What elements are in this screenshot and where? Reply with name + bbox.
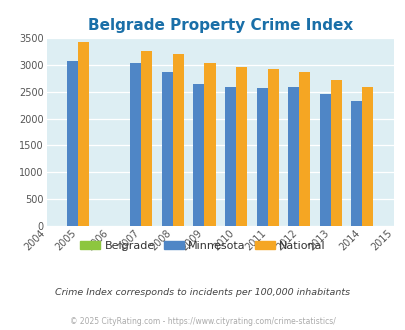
Bar xyxy=(361,87,372,226)
Text: Crime Index corresponds to incidents per 100,000 inhabitants: Crime Index corresponds to incidents per… xyxy=(55,287,350,297)
Bar xyxy=(330,80,341,226)
Bar xyxy=(141,51,152,226)
Bar xyxy=(319,94,330,226)
Bar xyxy=(193,84,204,226)
Bar xyxy=(130,63,141,226)
Bar xyxy=(78,42,89,226)
Bar xyxy=(350,101,361,226)
Bar xyxy=(298,72,309,226)
Bar xyxy=(67,60,78,226)
Bar xyxy=(204,63,215,226)
Legend: Belgrade, Minnesota, National: Belgrade, Minnesota, National xyxy=(76,236,329,255)
Bar xyxy=(256,88,267,226)
Bar xyxy=(267,69,278,226)
Text: © 2025 CityRating.com - https://www.cityrating.com/crime-statistics/: © 2025 CityRating.com - https://www.city… xyxy=(70,317,335,326)
Bar xyxy=(162,72,173,226)
Bar xyxy=(235,67,247,226)
Bar xyxy=(288,87,298,226)
Title: Belgrade Property Crime Index: Belgrade Property Crime Index xyxy=(87,17,352,33)
Bar xyxy=(173,54,183,226)
Bar xyxy=(224,87,235,226)
